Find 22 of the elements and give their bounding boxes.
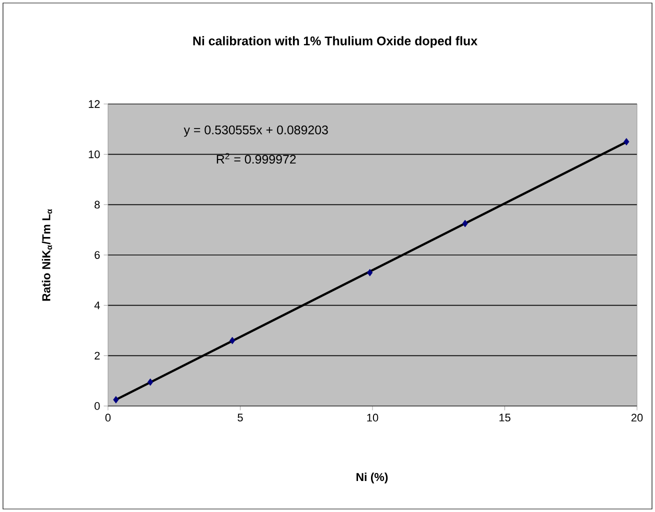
x-tick-label: 15 xyxy=(499,414,510,422)
point xyxy=(148,378,154,386)
point xyxy=(462,220,468,228)
point xyxy=(230,336,236,344)
point xyxy=(624,138,630,146)
x-tick-label: 0 xyxy=(105,414,111,422)
y-tick-label: 2 xyxy=(94,352,100,360)
annotation: y = 0.530555x + 0.089203 xyxy=(184,126,328,137)
x-tick-label: 20 xyxy=(631,414,643,422)
x-tick-label: 10 xyxy=(367,414,378,422)
point xyxy=(367,268,373,276)
y-tick-label: 8 xyxy=(94,200,100,209)
y-tick-label: 0 xyxy=(94,402,100,410)
y-axis-title: Ratio NiK$_{α}$/Tm L$_{α}$ xyxy=(42,209,52,301)
y-tick-label: 6 xyxy=(94,251,100,259)
y-tick-label: 10 xyxy=(88,150,100,158)
x-tick-label: 5 xyxy=(238,414,243,422)
x-axis-title: Ni (%) xyxy=(356,472,388,484)
chart-title: Ni calibration with 1% Thulium Oxide doped flux xyxy=(193,36,478,48)
y-tick-label: 12 xyxy=(88,100,100,108)
point xyxy=(113,396,119,404)
y-tick-label: 4 xyxy=(94,302,100,310)
